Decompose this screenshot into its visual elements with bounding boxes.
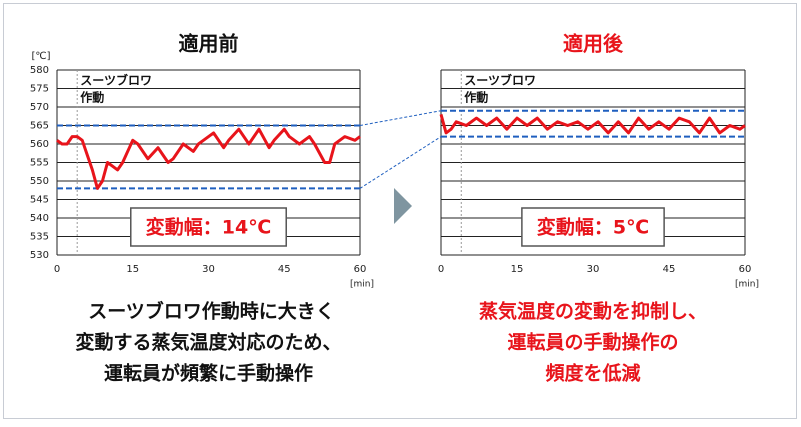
chart-title: 適用前 bbox=[179, 32, 239, 56]
x-tick-label: 45 bbox=[663, 264, 676, 275]
x-tick-label: 0 bbox=[438, 264, 444, 275]
x-tick-label: 30 bbox=[587, 264, 600, 275]
y-tick-label: 545 bbox=[30, 195, 49, 206]
y-tick-label: 540 bbox=[30, 213, 49, 224]
annotation-text: 作動 bbox=[80, 90, 104, 105]
zoom-connector bbox=[359, 110, 442, 126]
x-tick-label: 15 bbox=[126, 264, 139, 275]
caption: 頻度を低減 bbox=[545, 362, 640, 385]
band-label: 変動幅：14℃ bbox=[146, 216, 271, 239]
y-tick-label: 570 bbox=[30, 102, 49, 113]
y-tick-label: 555 bbox=[30, 158, 49, 169]
y-tick-label: 575 bbox=[30, 84, 49, 95]
chart-title: 適用後 bbox=[563, 32, 624, 56]
caption: 運転員が頻繁に手動操作 bbox=[104, 362, 313, 385]
y-tick-label: 530 bbox=[30, 250, 49, 261]
annotation-text: 作動 bbox=[464, 90, 488, 105]
y-axis-label: [℃] bbox=[31, 51, 50, 62]
caption: スーツブロワ作動時に大きく bbox=[88, 300, 335, 323]
data-line bbox=[439, 114, 746, 135]
band-label-box bbox=[130, 207, 287, 247]
x-tick-label: 30 bbox=[202, 264, 215, 275]
x-tick-label: 45 bbox=[278, 264, 291, 275]
y-tick-label: 560 bbox=[30, 139, 49, 150]
caption: 運転員の手動操作の bbox=[507, 331, 678, 354]
y-tick-label: 580 bbox=[30, 65, 49, 76]
x-tick-label: 0 bbox=[54, 264, 60, 275]
caption: 変動する蒸気温度対応のため、 bbox=[75, 331, 341, 354]
band-label-box bbox=[521, 207, 665, 247]
y-tick-label: 550 bbox=[30, 176, 49, 187]
zoom-connector bbox=[359, 136, 442, 189]
x-tick-label: 15 bbox=[511, 264, 524, 275]
y-tick-label: 565 bbox=[30, 121, 49, 132]
arrow bbox=[394, 188, 412, 224]
annotation-text: スーツブロワ bbox=[464, 73, 536, 88]
x-tick-label: 60 bbox=[739, 264, 752, 275]
data-line bbox=[56, 127, 361, 190]
caption: 蒸気温度の変動を抑制し、 bbox=[479, 300, 707, 323]
y-tick-label: 535 bbox=[30, 232, 49, 243]
annotation-text: スーツブロワ bbox=[80, 73, 152, 88]
x-axis-label: [min] bbox=[735, 280, 759, 290]
band-label: 変動幅：5℃ bbox=[537, 216, 649, 239]
x-axis-label: [min] bbox=[350, 280, 374, 290]
x-tick-label: 60 bbox=[354, 264, 367, 275]
